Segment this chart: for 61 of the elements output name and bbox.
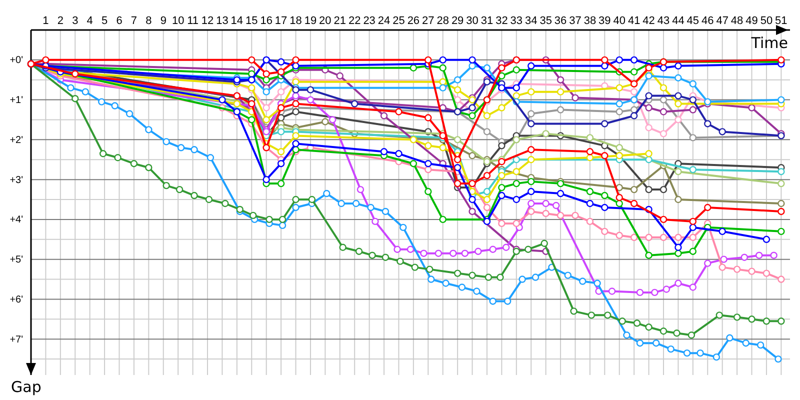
- y-tick-label: +6': [10, 294, 24, 306]
- x-tick-label: 24: [378, 15, 390, 27]
- x-tick-label: 25: [392, 15, 405, 27]
- x-tick-label: 21: [334, 15, 346, 27]
- x-tick-label: 33: [510, 15, 523, 27]
- x-tick-label: 43: [657, 15, 670, 27]
- x-tick-label: 17: [274, 15, 288, 27]
- x-tick-label: 28: [436, 15, 449, 27]
- x-tick-label: 11: [187, 15, 199, 27]
- x-tick-label: 35: [540, 15, 552, 27]
- x-tick-label: 30: [466, 15, 478, 27]
- y-tick-label: +7': [10, 334, 24, 346]
- x-tick-label: 13: [216, 15, 228, 27]
- x-tick-label: 31: [480, 15, 494, 27]
- x-tick-label: 6: [116, 15, 122, 27]
- x-tick-label: 12: [201, 15, 214, 27]
- x-tick-label: 4: [86, 15, 93, 27]
- x-tick-label: 47: [716, 15, 728, 27]
- x-tick-label: 49: [746, 15, 758, 27]
- x-tick-label: 44: [672, 15, 684, 27]
- x-tick-label: 32: [496, 15, 508, 27]
- x-axis-title: Time: [750, 34, 788, 52]
- x-tick-label: 45: [686, 15, 700, 27]
- x-tick-label: 22: [348, 15, 361, 27]
- x-tick-label: 7: [130, 15, 138, 27]
- x-tick-label: 48: [730, 15, 744, 27]
- x-tick-label: 9: [160, 15, 166, 27]
- x-tick-label: 41: [628, 15, 640, 27]
- y-tick-label: +0': [10, 55, 24, 66]
- x-tick-label: 26: [407, 15, 420, 27]
- y-tick-label: +4': [10, 214, 24, 226]
- x-tick-label: 16: [260, 15, 272, 27]
- x-tick-label: 34: [524, 15, 538, 27]
- x-tick-label: 10: [172, 15, 184, 27]
- y-tick-label: +1': [10, 95, 24, 106]
- x-tick-label: 40: [613, 15, 626, 27]
- x-tick-label: 38: [584, 15, 596, 27]
- x-tick-label: 19: [304, 15, 317, 27]
- y-tick-label: +5': [10, 254, 24, 266]
- x-tick-label: 27: [422, 15, 434, 27]
- x-tick-label: 50: [760, 15, 773, 27]
- x-tick-label: 51: [775, 15, 788, 27]
- x-tick-label: 36: [554, 15, 567, 27]
- x-tick-label: 15: [246, 15, 258, 27]
- x-tick-label: 2: [57, 15, 64, 27]
- x-tick-label: 29: [451, 15, 464, 27]
- x-tick-label: 42: [642, 15, 655, 27]
- x-tick-label: 20: [319, 15, 332, 27]
- y-axis-title: Gap: [11, 378, 42, 396]
- x-tick-label: 46: [702, 15, 714, 27]
- x-tick-label: 39: [598, 15, 611, 27]
- x-tick-label: 23: [363, 15, 376, 27]
- x-tick-label: 1: [42, 15, 49, 27]
- x-tick-label: 14: [230, 15, 244, 27]
- x-tick-label: 5: [101, 15, 108, 27]
- y-tick-label: +3': [10, 174, 24, 186]
- y-tick-label: +2': [10, 134, 24, 146]
- x-tick-label: 18: [290, 15, 302, 27]
- x-tick-label: 37: [569, 15, 582, 27]
- x-tick-label: 3: [72, 15, 78, 27]
- x-tick-label: 8: [146, 15, 152, 27]
